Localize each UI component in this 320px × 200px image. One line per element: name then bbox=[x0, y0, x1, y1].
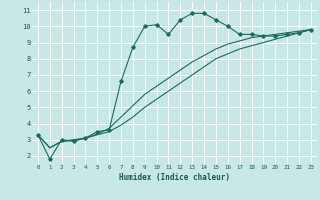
X-axis label: Humidex (Indice chaleur): Humidex (Indice chaleur) bbox=[119, 173, 230, 182]
